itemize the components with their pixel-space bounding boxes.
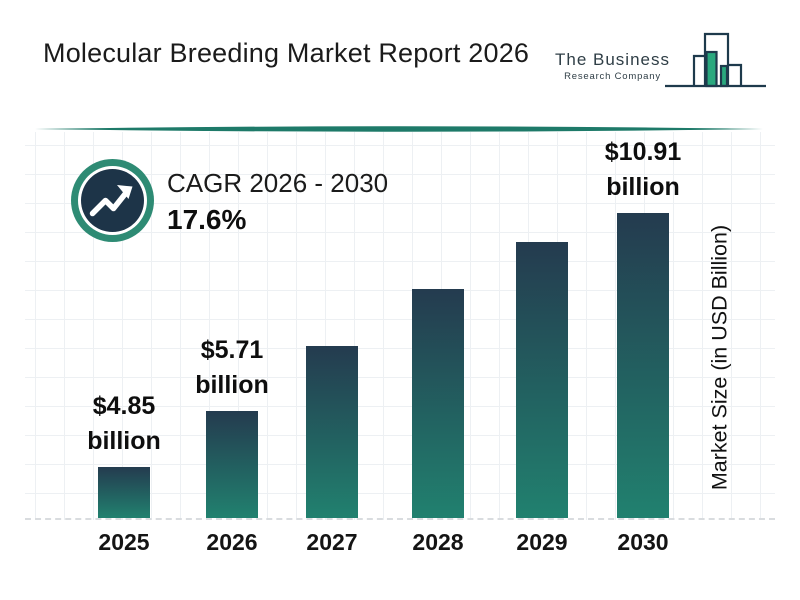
cagr-badge	[68, 156, 157, 250]
logo-company-subname: Research Company	[564, 71, 661, 82]
cagr-range-label: CAGR 2026 - 2030	[167, 168, 389, 198]
divider-line	[35, 126, 765, 132]
bar-2030	[617, 213, 669, 518]
logo-text: The Business Research Company	[555, 50, 670, 82]
company-logo: The Business Research Company	[555, 28, 770, 98]
bar-2028	[412, 289, 464, 518]
bar-chart-logo-icon	[665, 32, 766, 88]
logo-company-name: The Business	[555, 50, 670, 69]
cagr-text-block: CAGR 2026 - 2030 17.6%	[167, 168, 388, 236]
bar-2025	[98, 467, 150, 518]
bar-2027	[306, 346, 358, 518]
bar-2029	[516, 242, 568, 518]
bar-value-label: $10.91 billion	[604, 138, 682, 201]
y-axis-label: Market Size (in USD Billion)	[707, 224, 732, 491]
bar-2026	[206, 411, 258, 518]
cagr-value: 17.6%	[167, 204, 247, 235]
trending-up-icon	[71, 159, 154, 242]
x-axis-tick-label: 2029	[516, 529, 568, 555]
bar-value-label: $5.71 billion	[195, 336, 269, 399]
page-title: Molecular Breeding Market Report 2026	[43, 38, 530, 68]
x-axis-tick-label: 2026	[206, 529, 258, 555]
x-axis-tick-label: 2025	[98, 529, 150, 555]
x-axis-tick-label: 2027	[306, 529, 358, 555]
x-axis-tick-label: 2030	[617, 529, 669, 555]
bar-value-label: $4.85 billion	[87, 392, 161, 455]
x-axis-tick-label: 2028	[412, 529, 464, 555]
